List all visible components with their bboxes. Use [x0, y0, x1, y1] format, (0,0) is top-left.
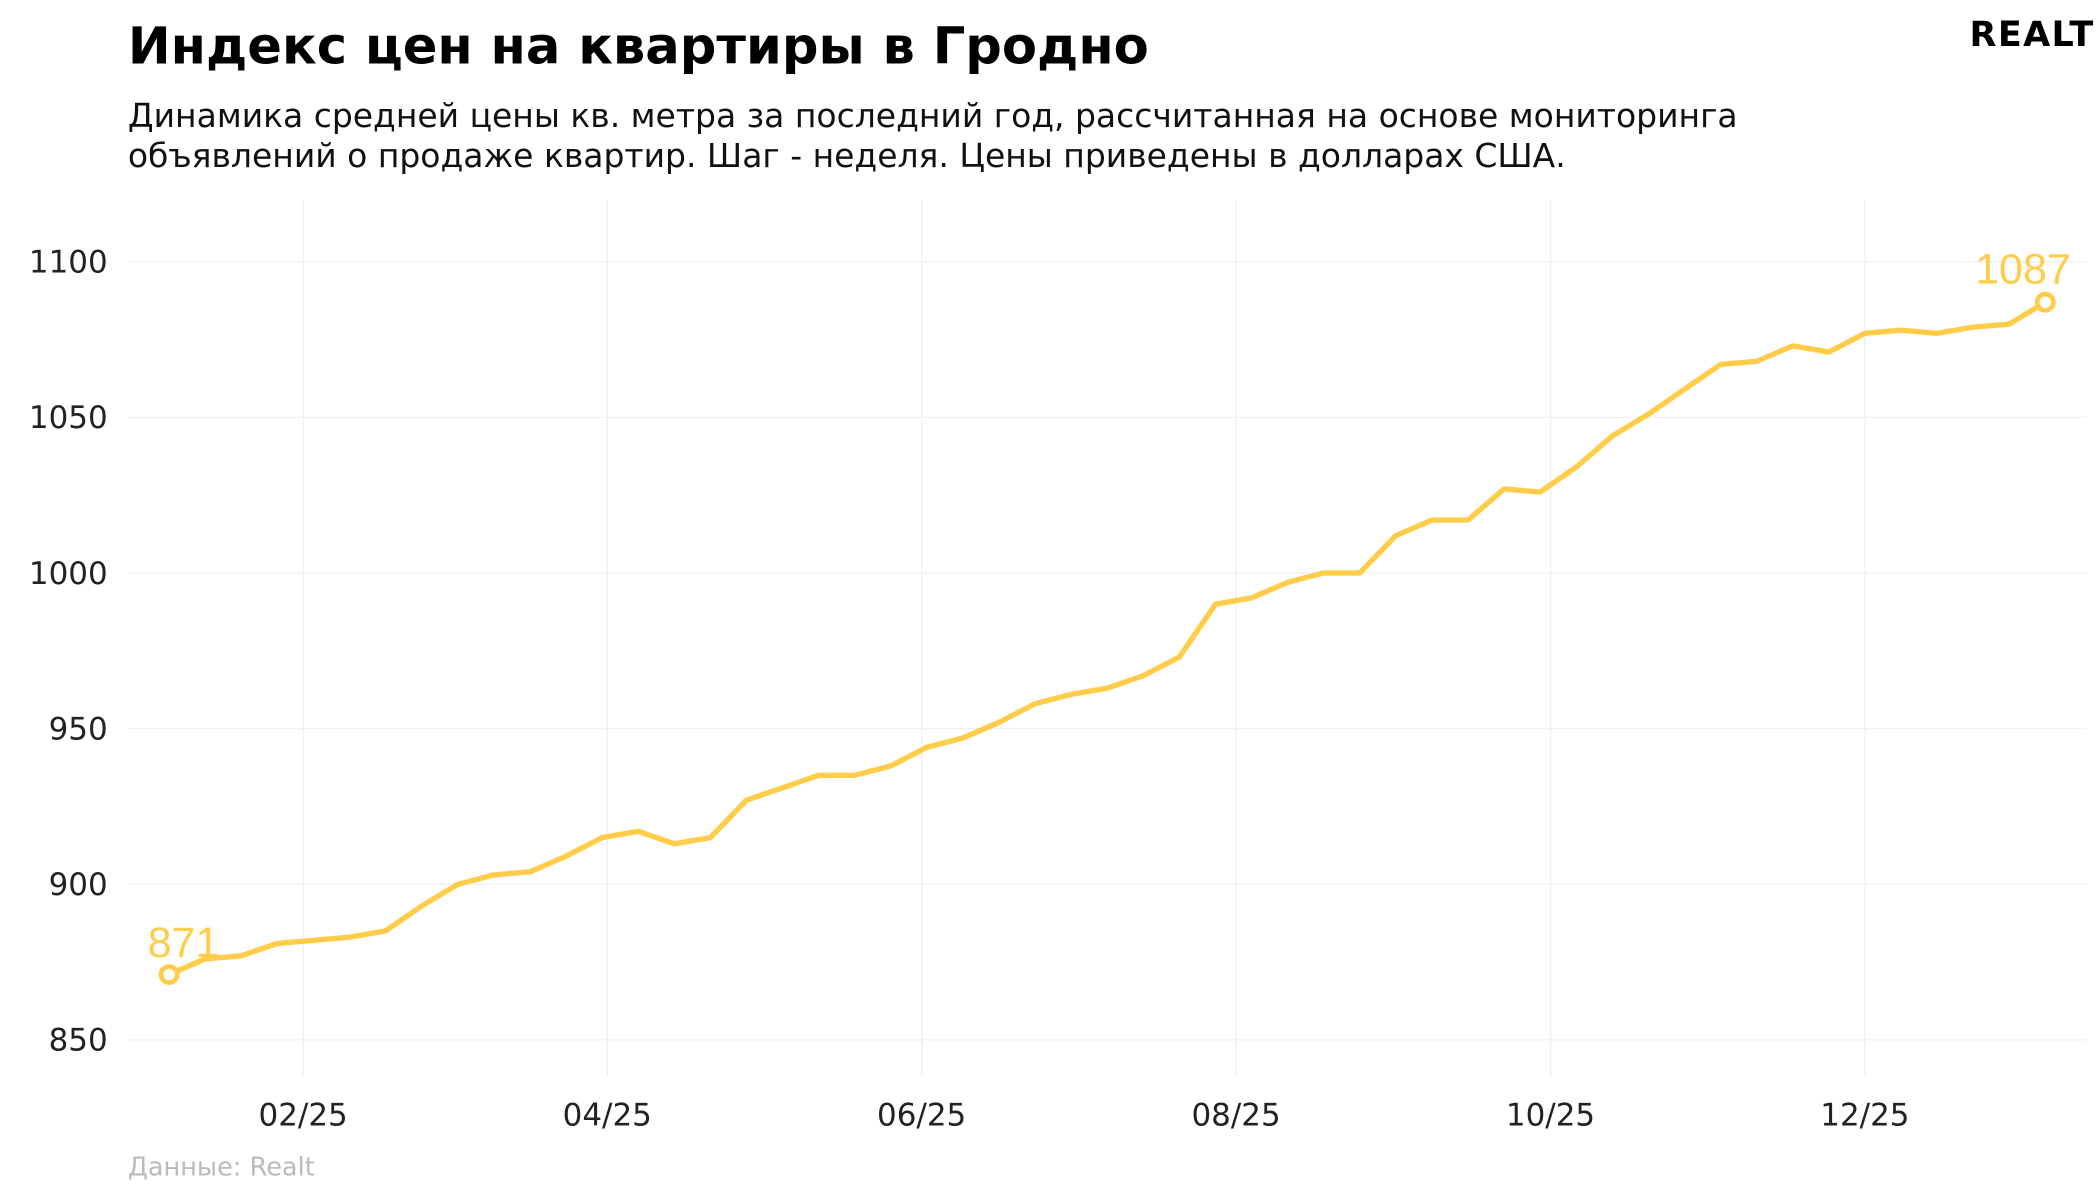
source-note: Данные: Realt [128, 1152, 315, 1182]
y-tick-label: 1100 [29, 245, 108, 281]
realt-logo: REALT [1970, 15, 2095, 55]
chart-subtitle-line-1: Динамика средней цены кв. метра за после… [128, 96, 1738, 135]
chart-subtitle-line-2: объявлений о продаже квартир. Шаг - неде… [128, 136, 1566, 175]
endpoint-marker [158, 964, 180, 985]
y-axis: 850 900 950 1000 1050 1100 [29, 245, 108, 1059]
x-tick-label: 10/25 [1506, 1098, 1595, 1134]
x-tick-label: 08/25 [1191, 1098, 1280, 1134]
x-tick-label: 06/25 [877, 1098, 966, 1134]
y-tick-label: 850 [49, 1023, 108, 1059]
data-label: 871 [148, 919, 220, 967]
x-tick-label: 12/25 [1820, 1098, 1909, 1134]
x-tick-label: 04/25 [563, 1098, 652, 1134]
x-axis: 02/25 04/25 06/25 08/25 10/25 12/25 [259, 1098, 1910, 1134]
y-tick-label: 950 [49, 711, 108, 747]
y-tick-label: 900 [49, 867, 108, 903]
chart-title: Индекс цен на квартиры в Гродно [128, 18, 1149, 77]
data-label: 1087 [1975, 245, 2071, 293]
grid [127, 199, 2087, 1078]
y-tick-label: 1050 [29, 400, 108, 436]
endpoint-marker [2034, 291, 2056, 313]
y-tick-label: 1000 [29, 556, 108, 592]
x-tick-label: 02/25 [259, 1098, 348, 1134]
price-line [166, 299, 2049, 978]
plot-area: 871 1087 [148, 245, 2071, 985]
